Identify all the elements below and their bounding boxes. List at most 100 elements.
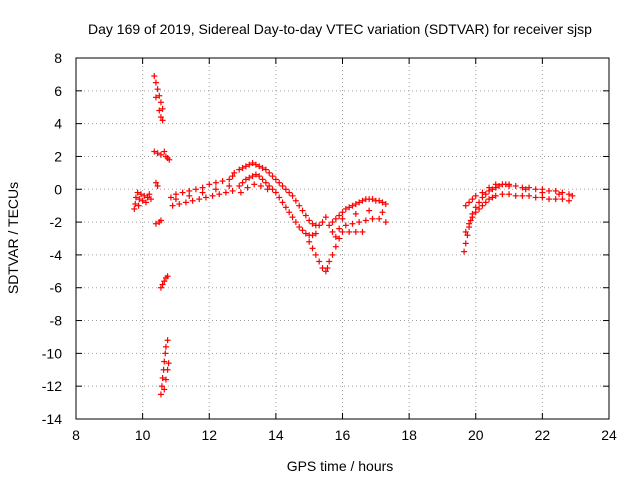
- y-tick-label: 8: [54, 50, 62, 66]
- data-point: [552, 196, 559, 203]
- chart-title: Day 169 of 2019, Sidereal Day-to-day VTE…: [88, 21, 592, 37]
- data-point: [156, 107, 163, 114]
- x-tick-label: 20: [468, 427, 484, 443]
- series-seg-e: [157, 273, 171, 291]
- series-seg-h: [236, 160, 329, 229]
- data-point: [161, 386, 168, 393]
- data-point: [467, 217, 474, 224]
- data-point: [499, 191, 506, 198]
- data-point: [159, 105, 166, 112]
- data-point: [142, 199, 149, 206]
- series-seg-a: [131, 189, 154, 212]
- data-point: [159, 281, 166, 288]
- data-point: [379, 209, 386, 216]
- data-point: [286, 189, 293, 196]
- data-point: [151, 73, 158, 80]
- data-point: [352, 228, 359, 235]
- y-tick-label: -10: [42, 345, 62, 361]
- data-point: [189, 197, 196, 204]
- data-point: [552, 187, 559, 194]
- data-point: [156, 92, 163, 99]
- data-point: [231, 169, 238, 176]
- data-point: [519, 184, 526, 191]
- data-point: [146, 191, 153, 198]
- data-point: [506, 181, 513, 188]
- data-point: [165, 360, 172, 367]
- data-point: [237, 189, 244, 196]
- y-tick-label: 6: [54, 83, 62, 99]
- data-point: [157, 151, 164, 158]
- data-point: [479, 202, 486, 209]
- data-point: [236, 166, 243, 173]
- data-point: [282, 186, 289, 193]
- data-point: [242, 176, 249, 183]
- data-point: [306, 217, 313, 224]
- data-point: [319, 219, 326, 226]
- x-tick-label: 16: [335, 427, 351, 443]
- data-point: [242, 163, 249, 170]
- data-point: [336, 212, 343, 219]
- data-point: [209, 192, 216, 199]
- data-point: [566, 197, 573, 204]
- data-point: [272, 176, 279, 183]
- data-point: [532, 186, 539, 193]
- data-point: [522, 186, 529, 193]
- y-tick-label: -2: [50, 214, 63, 230]
- data-point: [159, 374, 166, 381]
- data-point: [154, 86, 161, 93]
- data-point: [306, 238, 313, 245]
- data-point: [164, 337, 171, 344]
- x-tick-label: 10: [135, 427, 151, 443]
- data-point: [346, 204, 353, 211]
- data-point: [479, 189, 486, 196]
- data-point: [279, 199, 286, 206]
- data-point: [279, 182, 286, 189]
- data-point: [157, 284, 164, 291]
- data-point: [309, 220, 316, 227]
- data-point: [559, 189, 566, 196]
- data-point: [559, 196, 566, 203]
- data-point: [199, 189, 206, 196]
- data-point: [179, 189, 186, 196]
- data-point: [309, 232, 316, 239]
- series-seg-g: [167, 169, 238, 209]
- y-tick-label: -14: [42, 411, 62, 427]
- data-point: [472, 209, 479, 216]
- data-point: [482, 199, 489, 206]
- data-point: [166, 156, 173, 163]
- data-point: [489, 186, 496, 193]
- data-point: [336, 225, 343, 232]
- data-point: [252, 161, 259, 168]
- data-point: [462, 228, 469, 235]
- data-point: [144, 194, 151, 201]
- data-point: [356, 219, 363, 226]
- data-point: [302, 212, 309, 219]
- data-point: [212, 179, 219, 186]
- data-point: [342, 205, 349, 212]
- data-point: [162, 350, 169, 357]
- data-point: [379, 199, 386, 206]
- data-point: [139, 197, 146, 204]
- data-point: [299, 227, 306, 234]
- data-point: [236, 182, 243, 189]
- data-point: [161, 278, 168, 285]
- data-points: [131, 73, 576, 398]
- data-point: [339, 215, 346, 222]
- data-point: [326, 258, 333, 265]
- data-point: [526, 192, 533, 199]
- data-point: [356, 199, 363, 206]
- data-point: [532, 194, 539, 201]
- data-point: [289, 214, 296, 221]
- data-point: [161, 148, 168, 155]
- data-point: [226, 176, 233, 183]
- y-tick-label: 0: [54, 181, 62, 197]
- data-point: [466, 220, 473, 227]
- series-seg-i: [236, 171, 319, 239]
- data-point: [352, 210, 359, 217]
- data-point: [182, 199, 189, 206]
- data-point: [299, 207, 306, 214]
- data-point: [256, 173, 263, 180]
- data-point: [492, 181, 499, 188]
- data-point: [329, 228, 336, 235]
- data-point: [326, 222, 333, 229]
